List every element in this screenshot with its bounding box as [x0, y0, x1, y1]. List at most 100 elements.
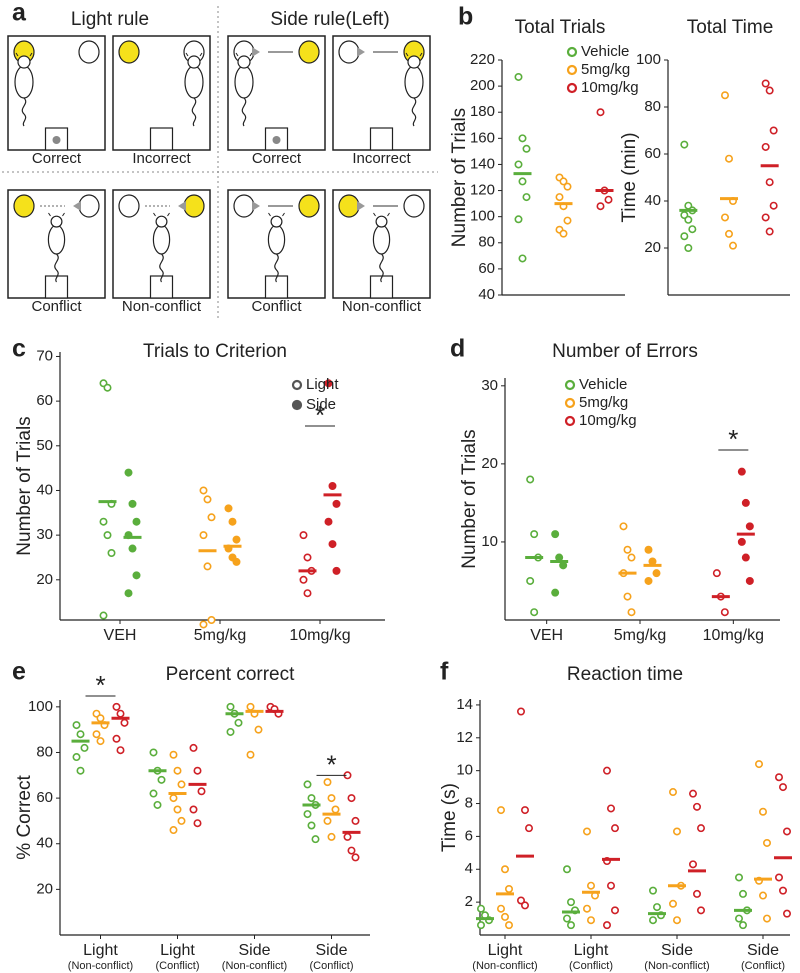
data-point: [332, 499, 341, 508]
legend-label: Light: [306, 376, 339, 393]
box-label: Incorrect: [352, 150, 411, 167]
legend-label: Vehicle: [581, 43, 629, 60]
data-point: [526, 576, 535, 585]
data-point: [672, 916, 681, 925]
rat-head: [237, 55, 251, 69]
data-point: [193, 766, 202, 775]
y-tick-label: 50: [36, 437, 53, 454]
data-point: [226, 727, 235, 736]
data-point: [199, 531, 208, 540]
data-point: [351, 816, 360, 825]
data-point: [189, 743, 198, 752]
arrow-head: [73, 201, 81, 211]
data-point: [720, 91, 729, 100]
y-tick-label: 20: [36, 880, 53, 897]
data-point: [76, 730, 85, 739]
data-point: [189, 805, 198, 814]
data-point: [99, 517, 108, 526]
x-tick-label: Light: [160, 942, 195, 959]
data-point: [627, 608, 636, 617]
data-point: [668, 899, 677, 908]
rat-body: [372, 224, 391, 255]
data-point: [153, 800, 162, 809]
data-point: [149, 748, 158, 757]
panel-label: f: [440, 658, 449, 686]
data-point: [582, 827, 591, 836]
y-tick-label: 10: [481, 533, 498, 550]
data-point: [207, 513, 216, 522]
y-tick-label: 120: [470, 182, 495, 199]
data-point: [203, 495, 212, 504]
data-point: [652, 569, 661, 578]
data-point: [602, 766, 611, 775]
pellet: [272, 136, 281, 144]
data-point: [72, 753, 81, 762]
data-point: [530, 608, 539, 617]
rat-body: [47, 224, 66, 255]
data-point: [299, 531, 308, 540]
chart-title: Number of Errors: [552, 341, 698, 362]
data-point: [347, 794, 356, 803]
x-tick-sublabel: (Conflict): [155, 960, 199, 972]
y-tick-label: 200: [470, 77, 495, 94]
data-point: [328, 481, 337, 490]
data-point: [737, 467, 746, 476]
data-point: [692, 889, 701, 898]
data-point: [99, 611, 108, 620]
light: [78, 40, 100, 64]
data-point: [327, 832, 336, 841]
data-point: [562, 865, 571, 874]
data-point: [518, 254, 527, 263]
data-point: [324, 517, 333, 526]
data-point: [307, 794, 316, 803]
data-point: [728, 241, 737, 250]
rat-body: [184, 65, 204, 99]
legend-label: 5mg/kg: [581, 61, 630, 78]
data-point: [254, 725, 263, 734]
legend-marker: [564, 379, 576, 391]
x-tick-sublabel: (Conflict): [569, 960, 613, 972]
y-tick-label: 100: [636, 51, 661, 68]
data-point: [769, 126, 778, 135]
y-tick-label: 140: [470, 155, 495, 172]
x-tick-label: Light: [83, 942, 118, 959]
data-point: [76, 766, 85, 775]
rat-tail: [241, 97, 247, 127]
data-point: [559, 177, 568, 186]
data-point: [500, 912, 509, 921]
data-point: [652, 903, 661, 912]
data-point: [623, 545, 632, 554]
rat-tail: [411, 97, 417, 127]
legend-label: Vehicle: [579, 376, 627, 393]
rat-ears: [405, 52, 423, 57]
data-point: [712, 569, 721, 578]
data-point: [734, 914, 743, 923]
data-point: [303, 780, 312, 789]
rat-ears: [235, 52, 253, 57]
box-label: Correct: [32, 150, 82, 167]
data-point: [668, 788, 677, 797]
data-point: [203, 562, 212, 571]
data-point: [551, 530, 560, 539]
data-point: [627, 553, 636, 562]
legend-marker: [291, 379, 303, 391]
x-tick-label: VEH: [104, 627, 137, 644]
x-tick-sublabel: (Conflict): [309, 960, 353, 972]
data-point: [522, 144, 531, 153]
data-point: [586, 916, 595, 925]
rat-head: [50, 215, 63, 228]
legend-label: 10mg/kg: [581, 79, 639, 96]
data-point: [103, 531, 112, 540]
x-tick-sublabel: (Conflict): [741, 960, 785, 972]
data-point: [684, 244, 693, 253]
data-point: [596, 108, 605, 117]
data-point: [559, 229, 568, 238]
arrow-head: [252, 47, 260, 57]
data-point: [522, 193, 531, 202]
data-point: [555, 553, 564, 562]
rat-tail: [159, 253, 164, 283]
data-point: [323, 778, 332, 787]
legend-marker: [566, 64, 578, 76]
data-point: [343, 832, 352, 841]
data-point: [246, 702, 255, 711]
